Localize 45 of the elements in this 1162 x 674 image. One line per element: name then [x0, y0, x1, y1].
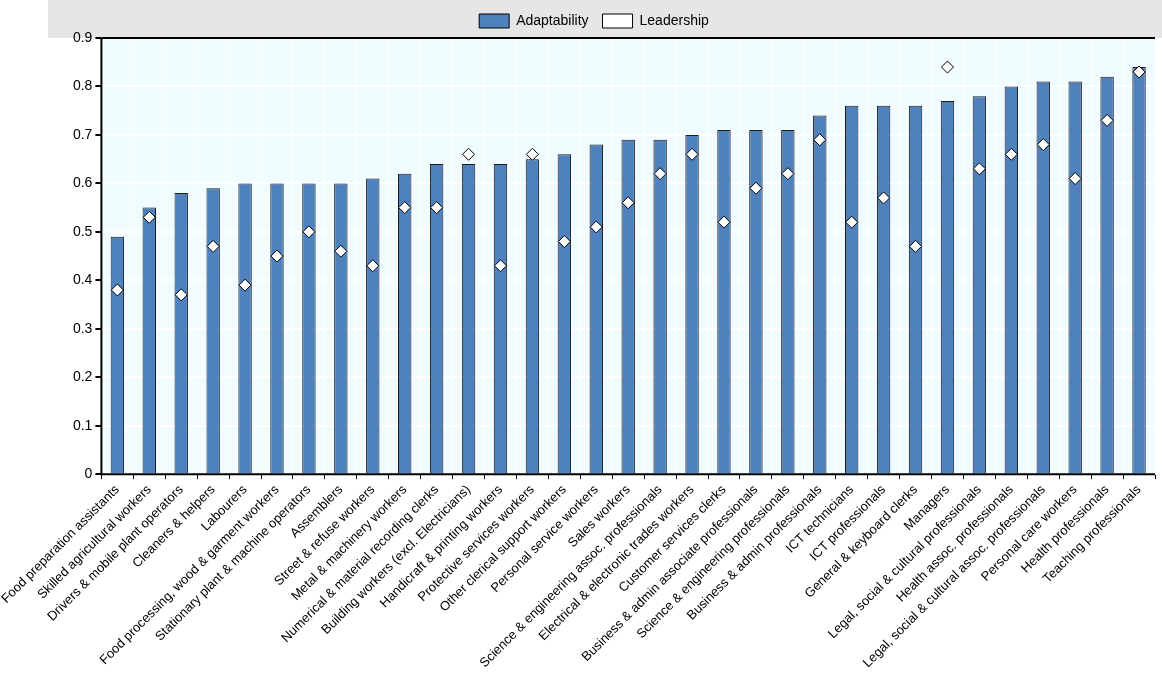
- y-tick-label: 0.9: [72, 28, 93, 45]
- point: [142, 210, 156, 224]
- y-tick-label: 0.3: [72, 319, 93, 336]
- legend-label: Adaptability: [516, 11, 589, 28]
- point: [462, 147, 476, 161]
- point: [621, 196, 635, 210]
- y-tick-label: 0.2: [72, 368, 93, 385]
- point: [1100, 113, 1114, 127]
- point: [206, 239, 220, 253]
- point: [1036, 138, 1050, 152]
- point: [845, 215, 859, 229]
- point: [493, 259, 507, 273]
- point: [749, 181, 763, 195]
- point: [366, 259, 380, 273]
- y-tick-label: 0.4: [72, 271, 93, 288]
- point: [174, 288, 188, 302]
- point: [270, 249, 284, 263]
- y-tick-label: 0: [84, 465, 93, 481]
- point: [334, 244, 348, 258]
- point: [940, 60, 954, 74]
- point: [717, 215, 731, 229]
- point: [238, 278, 252, 292]
- point: [972, 162, 986, 176]
- point: [430, 201, 444, 215]
- point: [877, 191, 891, 205]
- point: [557, 235, 571, 249]
- point: [1004, 147, 1018, 161]
- point: [685, 147, 699, 161]
- y-tick-label: 0.6: [72, 174, 93, 191]
- point: [653, 167, 667, 181]
- point: [1068, 172, 1082, 186]
- point: [813, 133, 827, 147]
- point: [909, 239, 923, 253]
- point: [302, 225, 316, 239]
- point: [1132, 65, 1146, 79]
- point: [110, 283, 124, 297]
- y-tick-label: 0.8: [72, 77, 93, 94]
- point: [525, 147, 539, 161]
- y-tick-label: 0.7: [72, 125, 93, 142]
- point: [781, 167, 795, 181]
- legend-label: Leadership: [639, 11, 710, 28]
- y-tick-label: 0.1: [72, 416, 93, 433]
- y-tick-label: 0.5: [72, 222, 93, 239]
- point: [398, 201, 412, 215]
- point: [589, 220, 603, 234]
